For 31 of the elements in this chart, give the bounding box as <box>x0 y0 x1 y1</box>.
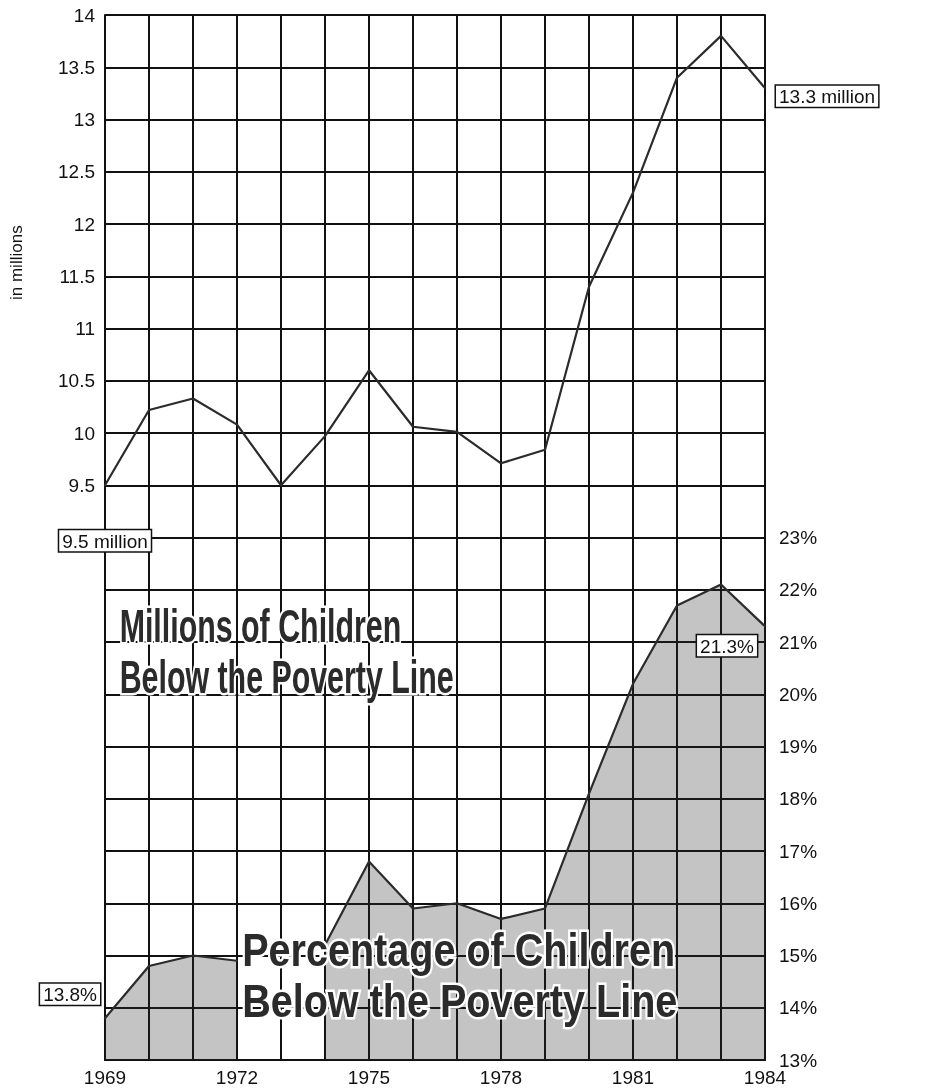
y2-tick-label: 19% <box>779 736 818 757</box>
y-tick-label: 10 <box>73 422 95 444</box>
y2-tick-label: 23% <box>779 527 818 548</box>
x-tick-label: 1975 <box>347 1067 391 1088</box>
y-tick-label: 11 <box>75 318 95 339</box>
y-tick-label: 13.5 <box>58 56 95 78</box>
y-tick-label: 10.5 <box>58 370 95 392</box>
y2-tick-label: 14% <box>779 997 818 1019</box>
data-label: 9.5 million <box>62 531 148 553</box>
y-tick-label: 12 <box>73 213 95 235</box>
x-tick-label: 1981 <box>611 1067 655 1088</box>
y2-tick-label: 15% <box>779 945 818 966</box>
y2-tick-label: 18% <box>779 788 818 810</box>
y-tick-label: 9.5 <box>68 474 95 496</box>
data-label: 13.3 million <box>779 85 876 107</box>
y2-tick-label: 17% <box>779 840 818 862</box>
y-tick-label: 12.5 <box>58 161 95 183</box>
y2-tick-label: 16% <box>779 892 818 914</box>
y2-tick-label: 21% <box>779 631 818 653</box>
y-tick-label: 13 <box>73 109 95 130</box>
y2-tick-label: 20% <box>779 683 818 705</box>
y-tick-label: 11.5 <box>59 265 95 287</box>
x-tick-label: 1978 <box>479 1067 523 1088</box>
y-axis-title: in millions <box>7 225 26 300</box>
data-label: 21.3% <box>700 636 755 658</box>
data-label: 13.8% <box>43 983 98 1005</box>
x-tick-label: 1969 <box>83 1067 127 1088</box>
y-tick-label: 14 <box>73 4 96 26</box>
y2-tick-label: 22% <box>779 579 818 601</box>
x-tick-label: 1972 <box>215 1067 259 1088</box>
line-series <box>103 34 767 487</box>
